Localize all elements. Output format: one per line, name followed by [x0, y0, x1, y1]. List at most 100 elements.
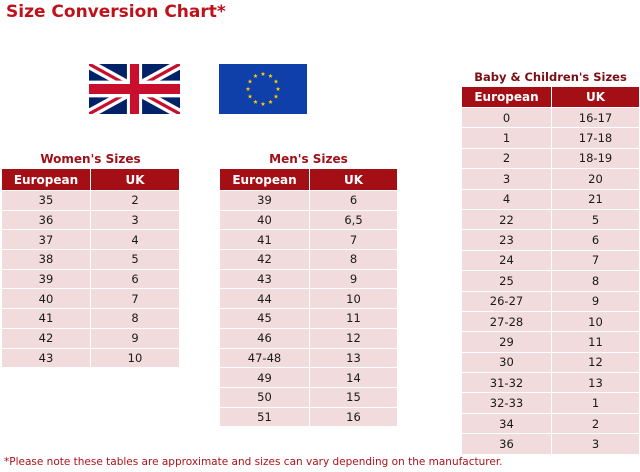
uk-size-cell: 8: [309, 249, 398, 270]
european-size-cell: 39: [219, 190, 310, 211]
table-row: 47-48 13: [219, 347, 398, 369]
table-row: 22 5: [461, 208, 640, 231]
column-header-european: European: [1, 168, 91, 191]
page-title: Size Conversion Chart*: [6, 2, 226, 22]
european-size-cell: 50: [219, 386, 310, 408]
european-size-cell: 36: [461, 433, 552, 455]
european-size-cell: 36: [1, 209, 91, 231]
column-header-european: European: [219, 168, 310, 191]
table-row: 45 11: [219, 308, 398, 329]
table-row: 31-32 13: [461, 372, 640, 394]
european-size-cell: 43: [1, 347, 91, 369]
uk-size-cell: 2: [90, 190, 180, 211]
column-header-uk: UK: [551, 86, 640, 108]
european-size-cell: 40: [219, 209, 310, 231]
table-row: 42 9: [1, 327, 180, 349]
table-row: 38 5: [1, 249, 180, 270]
european-size-cell: 47-48: [219, 347, 310, 369]
uk-flag-icon: [89, 64, 180, 114]
european-size-cell: 1: [461, 127, 552, 149]
childrens-sizes-title: Baby & Children's Sizes: [474, 70, 627, 84]
uk-size-cell: 10: [309, 288, 398, 310]
table-row: 40 7: [1, 288, 180, 310]
table-row: 3 20: [461, 168, 640, 190]
uk-size-cell: 9: [551, 290, 640, 312]
european-size-cell: 26-27: [461, 290, 552, 312]
uk-size-cell: 13: [309, 347, 398, 369]
uk-size-cell: 7: [309, 229, 398, 251]
childrens-sizes-table: Baby & Children's Sizes European UK 0 16-…: [461, 69, 640, 455]
uk-size-cell: 16: [309, 406, 398, 428]
uk-size-cell: 17-18: [551, 127, 640, 149]
star-icon: [253, 99, 258, 104]
european-size-cell: 35: [1, 190, 91, 211]
eu-flag-icon: [219, 64, 307, 114]
table-row: 41 7: [219, 229, 398, 251]
star-icon: [247, 79, 253, 84]
uk-size-cell: 6: [309, 190, 398, 211]
uk-size-cell: 18-19: [551, 147, 640, 170]
uk-size-cell: 12: [551, 351, 640, 374]
uk-size-cell: 15: [309, 386, 398, 408]
table-row: 49 14: [219, 367, 398, 388]
uk-size-cell: 8: [551, 270, 640, 292]
table-row: 4 21: [461, 188, 640, 210]
uk-size-cell: 9: [90, 327, 180, 349]
european-size-cell: 32-33: [461, 392, 552, 414]
european-size-cell: 51: [219, 406, 310, 428]
uk-size-cell: 5: [90, 249, 180, 270]
column-header-uk: UK: [309, 168, 398, 191]
table-row: 2 18-19: [461, 147, 640, 170]
table-row: 0 16-17: [461, 106, 640, 129]
uk-size-cell: 10: [90, 347, 180, 369]
table-row: 43 9: [219, 268, 398, 290]
european-size-cell: 23: [461, 229, 552, 251]
table-row: 27-28 10: [461, 310, 640, 333]
table-row: 23 6: [461, 229, 640, 251]
table-row: 32-33 1: [461, 392, 640, 414]
uk-size-cell: 14: [309, 367, 398, 388]
table-row: 24 7: [461, 249, 640, 272]
uk-size-cell: 10: [551, 310, 640, 333]
table-row: 50 15: [219, 386, 398, 408]
table-row: 43 10: [1, 347, 180, 369]
table-row: 1 17-18: [461, 127, 640, 149]
uk-size-cell: 8: [90, 308, 180, 329]
uk-size-cell: 11: [551, 331, 640, 353]
table-row: 25 8: [461, 270, 640, 292]
european-size-cell: 4: [461, 188, 552, 210]
european-size-cell: 46: [219, 327, 310, 349]
table-row: 51 16: [219, 406, 398, 428]
european-size-cell: 22: [461, 208, 552, 231]
european-size-cell: 45: [219, 308, 310, 329]
european-size-cell: 43: [219, 268, 310, 290]
uk-size-cell: 2: [551, 412, 640, 435]
table-row: 29 11: [461, 331, 640, 353]
table-row: 39 6: [1, 268, 180, 290]
european-size-cell: 40: [1, 288, 91, 310]
table-row: 44 10: [219, 288, 398, 310]
uk-size-cell: 3: [90, 209, 180, 231]
table-row: 42 8: [219, 249, 398, 270]
star-icon: [268, 99, 273, 104]
european-size-cell: 27-28: [461, 310, 552, 333]
uk-size-cell: 11: [309, 308, 398, 329]
european-size-cell: 0: [461, 106, 552, 129]
european-size-cell: 34: [461, 412, 552, 435]
star-icon: [253, 73, 258, 78]
star-icon: [275, 86, 281, 91]
european-size-cell: 39: [1, 268, 91, 290]
uk-size-cell: 3: [551, 433, 640, 455]
european-size-cell: 42: [1, 327, 91, 349]
european-size-cell: 29: [461, 331, 552, 353]
mens-sizes-title: Men's Sizes: [269, 152, 348, 166]
european-size-cell: 38: [1, 249, 91, 270]
uk-size-cell: 1: [551, 392, 640, 414]
table-row: 30 12: [461, 351, 640, 374]
star-icon: [260, 101, 266, 106]
european-size-cell: 2: [461, 147, 552, 170]
table-row: 37 4: [1, 229, 180, 251]
womens-sizes-table: Women's Sizes European UK 35 2 36 3 37 4 38 5 39…: [1, 151, 180, 369]
uk-size-cell: 7: [551, 249, 640, 272]
european-size-cell: 37: [1, 229, 91, 251]
